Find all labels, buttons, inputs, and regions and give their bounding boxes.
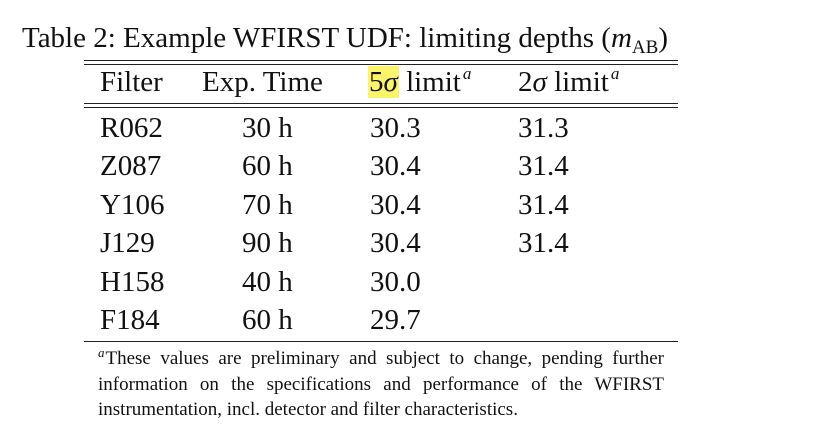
row3-exp-time: 70 h (242, 189, 293, 221)
header-5sigma-limit: 5σ limit a (368, 64, 471, 104)
table-caption: Table 2: Example WFIRST UDF: limiting de… (22, 18, 668, 62)
header-5sigma-text: limit (398, 66, 461, 98)
row2-2sigma: 31.4 (518, 150, 569, 182)
row5-5sigma: 30.0 (370, 266, 421, 298)
row3-5sigma: 30.4 (370, 189, 421, 221)
header-5sigma-number: 5 (369, 66, 384, 98)
row1-filter: R062 (100, 112, 163, 144)
row6-5sigma: 29.7 (370, 304, 421, 336)
top-rule (84, 60, 678, 61)
row6-filter: F184 (100, 304, 160, 336)
footnote-text: These values are preliminary and subject… (98, 348, 664, 420)
row3-filter: Y106 (100, 189, 165, 221)
header-2sigma-number: 2 (518, 66, 533, 98)
row4-exp-time: 90 h (242, 227, 293, 259)
footnote-mark: a (610, 64, 620, 83)
row1-5sigma: 30.3 (370, 112, 421, 144)
row2-5sigma: 30.4 (370, 150, 421, 182)
header-2sigma-text: limit (546, 66, 609, 98)
row5-exp-time: 40 h (242, 266, 293, 298)
header-2sigma-limit: 2σ limit a (518, 64, 619, 104)
row3-2sigma: 31.4 (518, 189, 569, 221)
row2-exp-time: 60 h (242, 150, 293, 182)
header-rule-double (84, 107, 678, 108)
row6-exp-time: 60 h (242, 304, 293, 336)
row1-2sigma: 31.3 (518, 112, 569, 144)
sigma-symbol: σ (383, 66, 398, 98)
caption-math-sub: AB (631, 37, 659, 58)
footnote-mark: a (462, 64, 472, 83)
caption-suffix: ) (658, 22, 668, 54)
header-filter: Filter (100, 66, 163, 98)
highlight-5sigma: 5σ (368, 66, 399, 98)
row2-filter: Z087 (100, 150, 162, 182)
footnote-mark: a (98, 345, 105, 360)
row4-filter: J129 (100, 227, 155, 259)
header-exp-time: Exp. Time (202, 66, 323, 98)
row1-exp-time: 30 h (242, 112, 293, 144)
table-footnote: aThese values are preliminary and subjec… (98, 345, 664, 422)
row5-filter: H158 (100, 266, 165, 298)
header-rule (84, 103, 678, 104)
caption-prefix: Table 2: Example WFIRST UDF: limiting de… (22, 22, 611, 54)
sigma-symbol: σ (532, 66, 547, 98)
bottom-rule (84, 341, 678, 342)
row4-5sigma: 30.4 (370, 227, 421, 259)
row4-2sigma: 31.4 (518, 227, 569, 259)
caption-math-var: m (610, 22, 632, 54)
top-rule-double (84, 64, 678, 65)
